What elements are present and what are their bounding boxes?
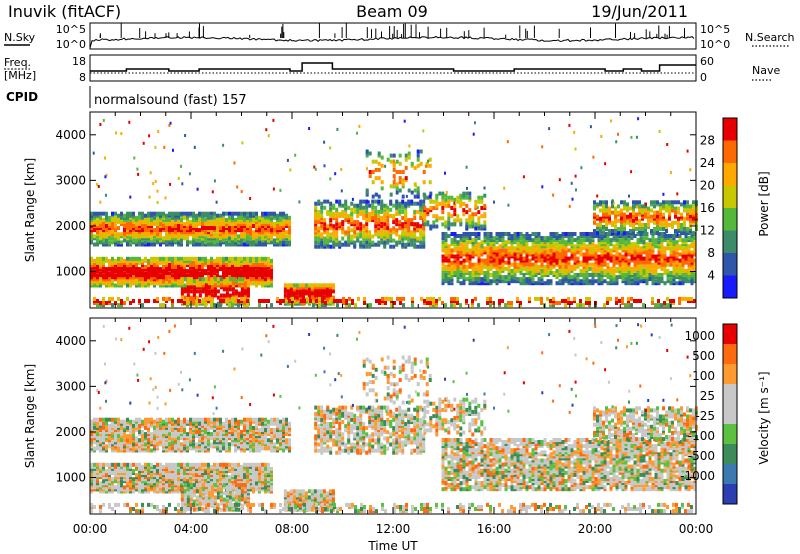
colorbar-segment (723, 185, 737, 208)
freq-tick-bottom: 8 (79, 71, 86, 84)
colorbar-tick-label: 28 (700, 134, 715, 148)
velocity-colorbar-label: Velocity [m s⁻¹] (757, 371, 771, 464)
cpid-value: normalsound (fast) 157 (94, 93, 247, 108)
colorbar-tick-label: 20 (700, 179, 715, 193)
nave-tick-top: 60 (700, 55, 714, 68)
colorbar-segment (723, 424, 737, 444)
x-tick-label: 12:00 (376, 522, 411, 536)
power-ylabel: Slant Range [km] (23, 158, 37, 262)
colorbar-tick-label: 8 (707, 246, 715, 260)
x-axis-title: Time UT (367, 539, 418, 553)
colorbar-segment (723, 324, 737, 344)
freq-panel: Freq. [MHz] 18 8 60 0 Nave (4, 54, 780, 84)
colorbar-tick-label: -1000 (680, 469, 715, 483)
nsky-tick-bottom: 10^0 (56, 38, 86, 51)
x-tick-label: 16:00 (477, 522, 512, 536)
colorbar-tick-label: -100 (688, 429, 715, 443)
colorbar-segment (723, 163, 737, 186)
nsearch-label: N.Search (745, 31, 795, 44)
colorbar-segment (723, 118, 737, 141)
power-x-ticks (89, 112, 697, 308)
colorbar-segment (723, 140, 737, 163)
colorbar-segment (723, 444, 737, 464)
y-tick-label: 1000 (55, 471, 86, 485)
cpid-panel: CPID normalsound (fast) 157 (6, 86, 247, 108)
colorbar-segment (723, 404, 737, 424)
y-tick-label: 4000 (55, 334, 86, 348)
freq-label: Freq. (4, 56, 31, 69)
colorbar-segment (723, 464, 737, 484)
velocity-ylabel: Slant Range [km] (23, 364, 37, 468)
freq-tick-top: 18 (72, 55, 86, 68)
power-colorbar: 4 8 12 16 20 24 28 (700, 117, 738, 299)
velocity-heatmap (90, 323, 698, 514)
y-tick-label: 2000 (55, 219, 86, 233)
y-tick-label: 1000 (55, 265, 86, 279)
nsky-panel: N.Sky 10^5 10^0 10^5 10^0 N.Search (4, 22, 795, 51)
colorbar-segment (723, 275, 737, 298)
x-tick-label: 08:00 (275, 522, 310, 536)
beam-title: Beam 09 (356, 2, 428, 21)
colorbar-tick-label: -25 (695, 409, 715, 423)
colorbar-segment (723, 208, 737, 231)
power-heatmap (90, 117, 698, 308)
nave-label: Nave (752, 64, 780, 77)
colorbar-tick-label: 4 (707, 269, 715, 283)
colorbar-segment (723, 384, 737, 404)
power-y-axis: 1000 2000 3000 4000 (55, 128, 696, 279)
velocity-colorbar: 1000 500 100 25 -25 -100 -500 -1000 (680, 323, 738, 505)
freq-trace (90, 62, 696, 74)
colorbar-tick-label: 25 (700, 389, 715, 403)
colorbar-tick-label: 1000 (684, 329, 715, 343)
nsky-label: N.Sky (4, 31, 36, 44)
colorbar-tick-label: 16 (700, 201, 715, 215)
velocity-x-ticks (89, 318, 697, 514)
colorbar-segment (723, 364, 737, 384)
y-tick-label: 3000 (55, 379, 86, 393)
colorbar-segment (723, 344, 737, 364)
colorbar-segment (723, 230, 737, 253)
y-tick-label: 4000 (55, 128, 86, 142)
x-tick-labels: 00:00 04:00 08:00 12:00 16:00 20:00 00:00 (73, 522, 714, 536)
x-tick-label: 00:00 (679, 522, 714, 536)
nave-tick-bottom: 0 (700, 71, 707, 84)
freq-unit: [MHz] (4, 69, 36, 82)
power-colorbar-label: Power [dB] (757, 171, 771, 236)
nsky-tick-top: 10^5 (56, 23, 86, 36)
cpid-label: CPID (6, 90, 38, 104)
y-tick-label: 2000 (55, 425, 86, 439)
x-tick-label: 04:00 (174, 522, 209, 536)
nsky-trace (89, 23, 695, 49)
colorbar-tick-label: -500 (688, 449, 715, 463)
velocity-y-axis: 1000 2000 3000 4000 (55, 334, 696, 485)
x-tick-label: 00:00 (73, 522, 108, 536)
station-title: Inuvik (fitACF) (8, 2, 121, 21)
power-panel: 1000 2000 3000 4000 Slant Range [km] 4 8 12 16… (23, 111, 771, 309)
nsearch-tick-top: 10^5 (700, 23, 730, 36)
colorbar-segment (723, 484, 737, 504)
colorbar-tick-label: 100 (692, 369, 715, 383)
date-title: 19/Jun/2011 (591, 2, 688, 21)
colorbar-tick-label: 24 (700, 156, 715, 170)
nsearch-tick-bottom: 10^0 (700, 38, 730, 51)
colorbar-tick-label: 12 (700, 224, 715, 238)
y-tick-label: 3000 (55, 173, 86, 187)
x-tick-label: 20:00 (578, 522, 613, 536)
velocity-panel: 1000 2000 3000 4000 Slant Range [km] 1000 50… (23, 317, 771, 515)
colorbar-tick-label: 500 (692, 349, 715, 363)
colorbar-segment (723, 253, 737, 276)
